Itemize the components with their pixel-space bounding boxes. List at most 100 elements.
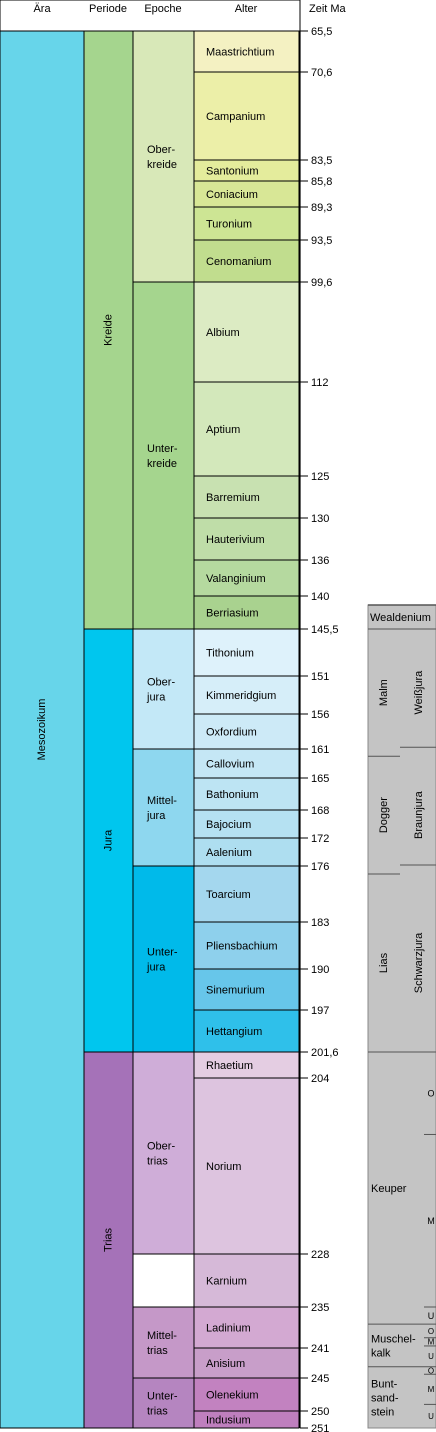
time-tick-label: 85,8 [311, 176, 332, 188]
age-label-bajocium: Bajocium [206, 819, 251, 831]
time-tick-label: 93,5 [311, 235, 332, 247]
keuper-sub-m: M [427, 1216, 435, 1226]
epoch-label-mittel-trias: Mittel-trias [147, 1330, 177, 1357]
age-label-bathonium: Bathonium [206, 789, 259, 801]
trias-group-keuper: Keuper [371, 1183, 407, 1195]
epoch-mittel-jura [132, 748, 195, 867]
age-aptium [193, 381, 300, 477]
period-column: Kreide Jura Trias [83, 30, 134, 1429]
header-epoch: Epoche [144, 3, 181, 15]
trias-group-muschel-kalk: Muschel-kalk [371, 1333, 416, 1359]
age-rhaetium [193, 1051, 300, 1079]
time-tick-label: 168 [311, 805, 329, 817]
time-tick-label: 112 [311, 377, 329, 389]
age-label-barremium: Barremium [206, 492, 260, 504]
age-turonium [193, 206, 300, 241]
header-row: Ära Periode Epoche Alter Zeit Ma [0, 0, 347, 32]
epoch-label-unter-jura: Unter-jura [146, 946, 178, 973]
age-label-norium: Norium [206, 1161, 241, 1173]
epoch-label-mittel-jura: Mittel-jura [146, 795, 177, 822]
time-tick-label: 156 [311, 709, 329, 721]
age-label-callovium: Callovium [206, 758, 254, 770]
age-albium [193, 281, 300, 383]
epoch-ober-trias [132, 1051, 195, 1255]
time-tick-label: 151 [311, 671, 329, 683]
header-era: Ära [33, 3, 51, 15]
epoch-column: Ober-kreide Unter-kreide Ober-jura Mittel-j… [132, 30, 195, 1429]
age-label-cenomanium: Cenomanium [206, 256, 271, 268]
time-tick-label: 201,6 [311, 1047, 339, 1059]
wealden-label: Wealdenium [370, 612, 431, 624]
time-tick-label: 183 [311, 917, 329, 929]
jura-group-dogger: Dogger [378, 797, 390, 833]
time-tick-label: 176 [311, 861, 329, 873]
age-coniacium [193, 180, 300, 208]
period-label-trias: Trias [103, 1227, 115, 1252]
time-tick-label: 204 [311, 1073, 329, 1085]
time-axis: 65,5 70,6 83,5 85,8 89,3 93,5 99,6 112 125 130 136… [299, 26, 339, 1432]
age-label-olenekium: Olenekium [206, 1389, 259, 1401]
age-tithonium [193, 628, 300, 677]
age-label-anisium: Anisium [206, 1358, 245, 1370]
time-tick-label: 241 [311, 1343, 329, 1355]
epoch-label-unter-kreide: Unter-kreide [147, 443, 178, 470]
epoch-mittel-trias [132, 1306, 195, 1379]
age-label-berriasium: Berriasium [206, 607, 259, 619]
trias-group-bunt-sand-stein: Bunt-sand-stein [371, 1378, 399, 1418]
age-label-karnium: Karnium [206, 1275, 247, 1287]
age-olenekium [193, 1377, 300, 1412]
age-sinemurium [193, 968, 300, 1011]
epoch-unter-trias [132, 1377, 195, 1429]
period-label-kreide: Kreide [103, 314, 115, 346]
age-hauterivium [193, 517, 300, 561]
age-label-aptium: Aptium [206, 424, 240, 436]
time-tick-label: 83,5 [311, 155, 332, 167]
time-tick-label: 161 [311, 744, 329, 756]
keuper-sub-o: O [427, 1088, 434, 1098]
epoch-ober-jura [132, 628, 195, 750]
epoch-ober-kreide [132, 30, 195, 283]
epoch-label-unter-trias: Unter-trias [147, 1390, 178, 1417]
age-kimmeridgium [193, 675, 300, 715]
muschelkalk-sub-m: M [428, 1338, 435, 1347]
age-label-campanium: Campanium [206, 111, 265, 123]
age-pliensbachium [193, 921, 300, 970]
age-bajocium [193, 809, 300, 839]
buntsandstein-sub-o: O [428, 1366, 434, 1375]
age-label-coniacium: Coniacium [206, 189, 258, 201]
jura-group-lias: Lias [378, 952, 390, 973]
age-label-albium: Albium [206, 327, 240, 339]
german-column-background [367, 604, 436, 1429]
age-label-pliensbachium: Pliensbachium [206, 940, 278, 952]
age-label-sinemurium: Sinemurium [206, 984, 265, 996]
header-time: Zeit Ma [309, 3, 347, 15]
era-mesozoikum [0, 30, 85, 1429]
time-tick-label: 125 [311, 471, 329, 483]
age-label-maastrichtium: Maastrichtium [206, 46, 274, 58]
german-stratigraphy-column: Wealdenium Malm Weißjura Dogger Braunjura Lia… [367, 604, 436, 1429]
age-norium [193, 1077, 300, 1255]
epoch-label-ober-trias: Ober-trias [147, 1140, 175, 1167]
keuper-sub-u: U [428, 1311, 435, 1321]
age-indusium [193, 1410, 300, 1429]
age-cenomanium [193, 239, 300, 283]
buntsandstein-sub-u: U [428, 1412, 434, 1421]
time-tick-label: 130 [311, 513, 329, 525]
age-label-toarcium: Toarcium [206, 889, 251, 901]
age-label-tithonium: Tithonium [206, 647, 254, 659]
age-aalenium [193, 837, 300, 867]
age-label-aalenium: Aalenium [206, 847, 252, 859]
jura-color-wei-jura: Weißjura [413, 670, 425, 715]
time-tick-label: 99,6 [311, 277, 332, 289]
age-label-hettangium: Hettangium [206, 1026, 262, 1038]
age-label-rhaetium: Rhaetium [206, 1060, 253, 1072]
buntsandstein-sub-m: M [428, 1385, 435, 1394]
age-label-turonium: Turonium [206, 218, 252, 230]
age-maastrichtium [193, 30, 300, 73]
period-jura [83, 628, 134, 1053]
time-tick-label: 65,5 [311, 26, 332, 38]
header-age: Alter [235, 3, 258, 15]
jura-color-schwarzjura: Schwarzjura [413, 932, 425, 993]
age-hettangium [193, 1009, 300, 1053]
header-background [0, 0, 301, 32]
